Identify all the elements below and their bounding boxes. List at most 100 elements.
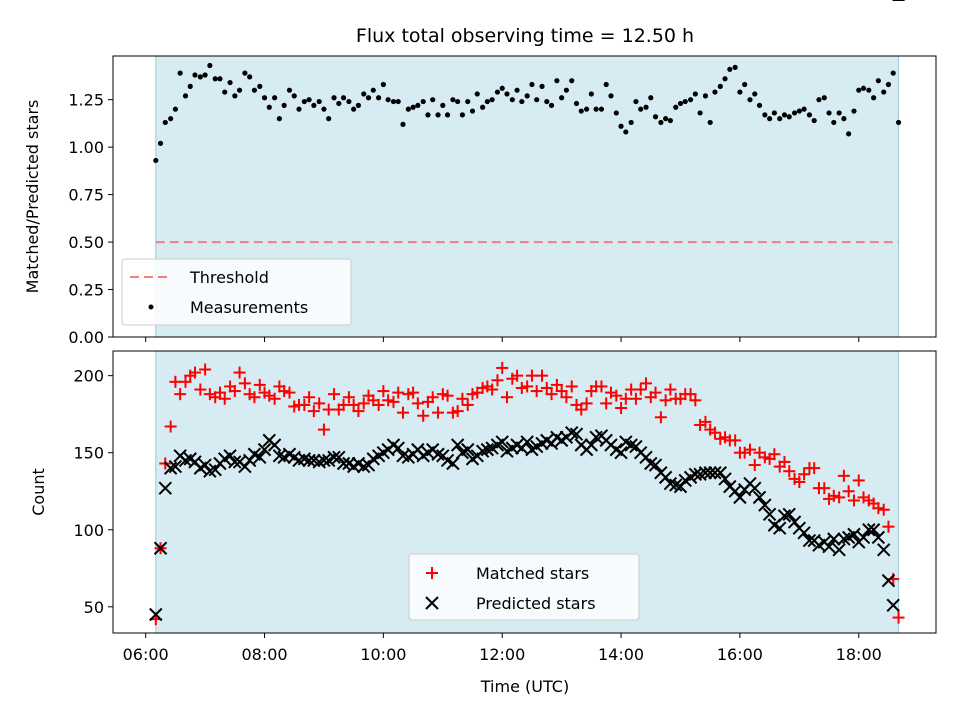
predicted-star-point [565,425,579,440]
measurement-point [628,119,634,126]
matched-star-point [684,388,697,401]
measurement-point [504,91,510,97]
predicted-star-point [832,543,846,557]
predicted-star-point [758,498,772,512]
predicted-star-point [520,435,534,449]
matched-star-point [461,398,474,411]
matched-star-point [407,386,420,399]
measurement-point [365,95,372,101]
measurement-point [430,97,436,103]
measurement-point [177,70,183,76]
count-y-axis: 50 100 150 200 [73,367,113,617]
measurement-point [603,81,609,88]
measurement-point [598,106,605,112]
measurement-point [236,87,243,93]
time-x-axis: 06:00 08:00 10:00 12:00 14:00 16:00 18:00 [123,633,882,664]
measurement-point [673,104,679,110]
measurement-point [791,110,798,116]
matched-star-point [827,489,840,502]
measurement-point [390,98,397,105]
matched-star-point [610,389,623,402]
matched-star-point [837,469,850,482]
measurement-point [316,98,322,105]
predicted-star-point [822,539,836,554]
measurement-point [643,104,649,110]
matched-star-point [268,392,281,405]
measurement-point [455,98,461,105]
matched-stars-series [149,361,905,626]
measurement-point [722,76,728,82]
predicted-star-point [777,509,792,523]
predicted-star-point [336,456,351,471]
predicted-star-point [752,490,767,505]
measurement-point [692,91,698,97]
measurement-point [480,104,486,110]
matched-star-point [372,398,385,411]
predicted-star-point [762,507,777,522]
predicted-star-point [718,472,732,486]
count-legend: Matched stars Predicted stars [408,553,640,621]
count-y-tick-label: 150 [73,444,104,463]
measurement-point [881,89,887,95]
measurement-point [796,108,802,114]
measurement-point [242,70,248,76]
predicted-star-point [228,455,242,469]
matched-star-point [892,611,905,624]
predicted-star-point [862,523,876,537]
predicted-star-point [703,466,717,480]
matched-star-point [530,385,543,398]
measurement-point [682,98,688,105]
measurement-point [217,76,223,82]
matched-star-point [396,406,409,419]
measurement-point [410,104,416,110]
measurement-point [593,106,599,112]
matched-star-point [456,392,469,405]
x-axis-label: Time (UTC) [480,677,569,696]
measurement-point [846,131,852,137]
predicted-star-point [168,459,183,474]
matched-star-point [317,423,330,436]
matched-star-point [629,392,642,405]
ratio-y-axis-label: Matched/Predicted stars [23,100,42,294]
measurement-point [583,106,590,112]
matched-star-point [575,403,588,416]
measurement-point [251,87,258,93]
matched-star-point [847,494,860,507]
measurement-point [524,93,530,99]
predicted-star-point [866,523,881,537]
measurement-point [261,95,268,101]
measurement-point [856,87,862,93]
measurement-point [727,66,733,72]
matched-star-point [565,380,578,393]
matched-star-point [496,361,509,374]
measurement-point [336,100,342,107]
matched-star-point [278,385,291,398]
x-tick-label: 10:00 [360,645,406,664]
measurement-point [860,85,867,91]
matched-star-point [664,383,677,396]
matched-star-point [199,363,212,376]
matched-star-point [228,385,241,398]
ratio-y-tick-label: 1.00 [68,138,104,157]
predicted-star-point [450,438,465,452]
predicted-star-point [158,481,172,495]
measurement-point [519,98,525,105]
matched-star-point [521,380,534,393]
legend-measurements-label: Measurements [190,298,308,317]
measurement-point [291,93,297,99]
matched-star-point [634,383,647,396]
measurement-point [737,89,743,95]
measurement-point [415,102,421,108]
matched-star-point [540,381,553,394]
x-tick-label: 06:00 [123,645,169,664]
measurement-point [197,74,203,80]
measurement-point [539,83,545,89]
measurement-point [534,97,540,103]
measurement-point [875,78,881,84]
measurement-point [276,116,282,122]
measurement-point [187,83,193,89]
predicted-star-point [153,541,168,555]
measurement-point [405,106,411,112]
matched-star-point [748,459,761,472]
measurement-point [831,119,837,126]
